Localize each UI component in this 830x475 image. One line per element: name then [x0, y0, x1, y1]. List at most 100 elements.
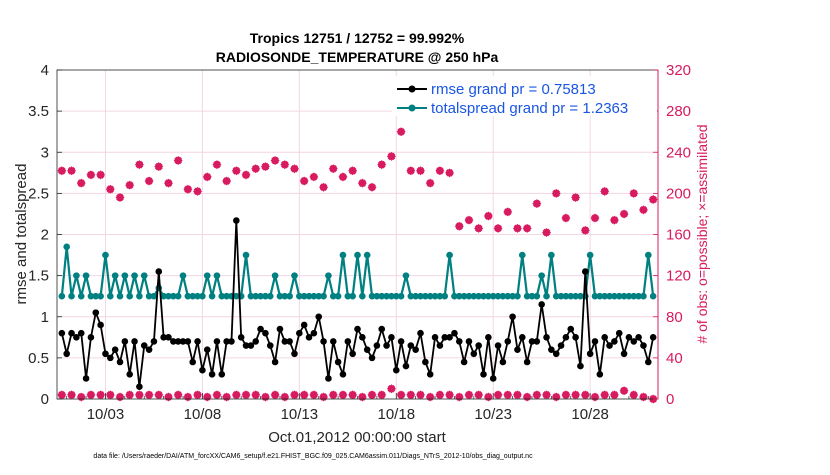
obs-possible-point-cross: [445, 168, 454, 177]
obs-possible-point-cross: [397, 127, 405, 136]
axis-layer: 00.511.522.533.5404080120160200240280320…: [28, 62, 691, 423]
spread-point: [140, 272, 148, 279]
spread-point: [543, 292, 550, 300]
obs-possible-point: [163, 178, 173, 188]
obs-assimilated-point: [435, 390, 445, 400]
obs-possible-point: [512, 223, 522, 233]
left-tick-label: 1.5: [28, 268, 49, 285]
rmse-point: [538, 301, 545, 308]
obs-assimilated-point: [600, 390, 610, 400]
spread-point: [111, 272, 119, 279]
obs-possible-point: [474, 223, 484, 233]
obs-assimilated-point-cross: [562, 391, 570, 399]
x-tick-label: 10/28: [571, 406, 609, 423]
obs-possible-point: [309, 172, 319, 182]
obs-possible-point: [542, 227, 552, 237]
spread-point: [640, 292, 647, 300]
right-tick-label: 240: [666, 144, 691, 161]
obs-assimilated-point-cross: [377, 391, 386, 399]
rmse-point: [247, 342, 255, 349]
obs-possible-point-cross: [290, 164, 299, 173]
obs-possible-point-cross: [639, 205, 648, 214]
obs-possible-point-cross: [280, 160, 289, 169]
spread-point: [131, 272, 138, 279]
obs-possible-point-cross: [465, 216, 473, 224]
rmse-point: [131, 338, 138, 345]
spread-point: [402, 272, 410, 279]
obs-possible-point-cross: [96, 171, 105, 179]
obs-assimilated-point-cross: [436, 391, 444, 399]
obs-possible-point: [386, 151, 396, 161]
obs-possible-point: [648, 195, 658, 205]
obs-possible-point-cross: [329, 164, 338, 173]
obs-possible-point: [193, 186, 203, 196]
obs-possible-point: [425, 178, 435, 188]
rmse-point: [68, 329, 75, 337]
obs-assimilated-point-cross: [135, 391, 144, 399]
legend-rmse-marker: [408, 85, 416, 93]
spread-point: [305, 292, 313, 300]
right-tick-label: 80: [666, 309, 683, 326]
obs-possible-point: [551, 188, 561, 198]
obs-possible-point: [609, 215, 619, 225]
rmse-point: [325, 375, 332, 382]
obs-possible-point: [154, 162, 164, 172]
obs-assimilated-point-cross: [368, 391, 376, 399]
spread-point: [315, 292, 323, 300]
spread-point: [150, 292, 158, 300]
spread-point: [300, 292, 308, 300]
rmse-point: [383, 342, 390, 349]
obs-possible-point-cross: [232, 166, 241, 175]
obs-assimilated-point-cross: [620, 386, 628, 395]
obs-assimilated-point: [193, 390, 203, 400]
rmse-point: [262, 329, 269, 337]
rmse-point: [266, 342, 274, 349]
obs-possible-point: [231, 166, 241, 176]
spread-point: [339, 251, 347, 259]
obs-possible-point: [299, 176, 309, 186]
obs-possible-point-cross: [426, 179, 435, 187]
spread-point: [116, 292, 124, 300]
obs-possible-point: [86, 170, 96, 180]
spread-point: [509, 292, 516, 300]
spread-point: [87, 292, 95, 300]
spread-point: [499, 292, 507, 300]
spread-point: [577, 292, 584, 300]
rmse-point: [291, 350, 298, 358]
obs-assimilated-point-cross: [503, 391, 512, 399]
obs-assimilated-point: [251, 390, 261, 400]
obs-possible-point: [580, 225, 590, 235]
rmse-point: [407, 342, 415, 349]
spread-point: [645, 251, 652, 259]
spread-point: [368, 292, 376, 300]
spread-point: [620, 292, 628, 300]
rmse-point: [140, 342, 148, 349]
rmse-point: [606, 342, 613, 349]
obs-possible-point: [532, 199, 542, 209]
obs-assimilated-point: [241, 390, 251, 400]
rmse-point: [470, 350, 478, 358]
left-tick-label: 1: [41, 309, 49, 326]
obs-possible-point: [328, 164, 338, 174]
rmse-point: [572, 334, 579, 341]
spread-point: [107, 292, 114, 300]
rmse-point: [363, 346, 371, 353]
obs-possible-point-cross: [474, 224, 483, 233]
spread-point: [174, 292, 182, 300]
rmse-point: [552, 350, 560, 358]
left-tick-label: 3: [41, 144, 49, 161]
obs-assimilated-point: [416, 390, 426, 400]
obs-assimilated-point-cross: [57, 391, 66, 399]
rmse-point: [417, 329, 424, 337]
obs-possible-point: [202, 172, 212, 182]
spread-point: [586, 251, 594, 259]
spread-point: [63, 243, 70, 251]
obs-possible-point: [96, 170, 106, 180]
spread-point: [325, 272, 332, 279]
obs-possible-point: [144, 176, 154, 186]
obs-assimilated-point-cross: [406, 391, 415, 399]
obs-possible-point-cross: [368, 183, 376, 192]
spread-point: [455, 292, 463, 300]
rmse-point: [305, 334, 313, 341]
obs-possible-point: [357, 178, 367, 188]
